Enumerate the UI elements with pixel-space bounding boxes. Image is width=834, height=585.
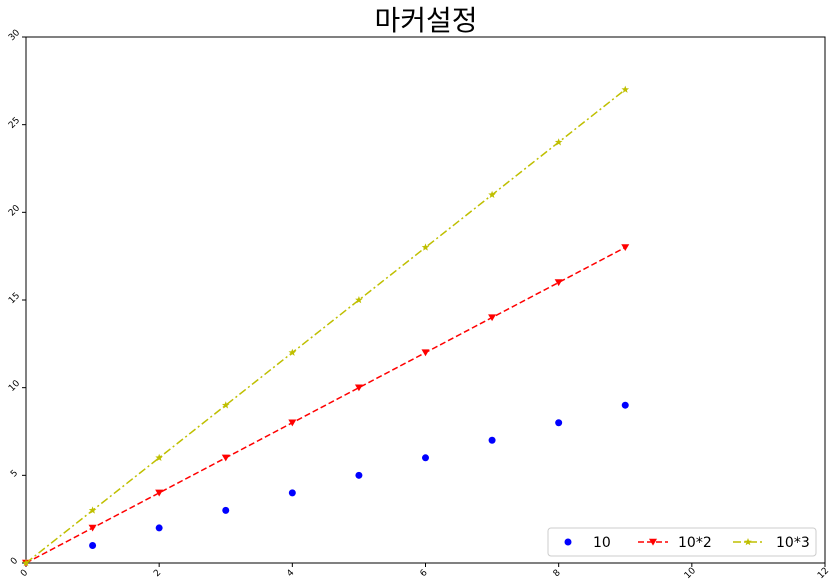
data-point	[554, 138, 563, 146]
x-tick-label: 6	[419, 568, 430, 579]
data-point	[288, 419, 297, 427]
legend-marker	[744, 538, 752, 546]
y-tick-label: 20	[7, 203, 22, 218]
legend-marker	[564, 538, 572, 546]
y-tick-label: 5	[9, 468, 20, 479]
x-tick-label: 10	[683, 566, 698, 581]
data-point	[222, 506, 230, 514]
data-point	[488, 436, 496, 444]
chart-title: 마커설정	[374, 4, 477, 37]
series-layer	[22, 85, 630, 567]
x-axis: 0 2 4 6 8 10 12	[19, 563, 831, 581]
data-point	[155, 489, 164, 497]
data-point	[355, 471, 363, 479]
x-tick-label: 2	[152, 568, 163, 579]
data-point	[488, 314, 497, 322]
data-point	[621, 401, 629, 409]
data-point	[155, 524, 163, 532]
legend-label: 10*3	[776, 535, 810, 551]
data-point	[155, 453, 163, 462]
data-point	[422, 454, 429, 462]
data-point	[221, 401, 230, 409]
data-point	[221, 454, 230, 462]
y-axis: 0 5 10 15 20 25 30	[7, 28, 26, 567]
legend-item: 10*2	[638, 535, 712, 551]
data-point	[89, 541, 97, 549]
legend: 10 10*2 10*3	[547, 527, 817, 557]
y-tick-label: 0	[9, 556, 20, 567]
y-tick-label: 15	[7, 291, 22, 306]
data-point	[88, 524, 97, 532]
y-tick-label: 30	[7, 28, 22, 43]
x-tick-label: 0	[19, 568, 30, 579]
data-point	[88, 506, 97, 514]
x-tick-label: 8	[552, 568, 563, 579]
legend-box	[547, 527, 817, 557]
legend-label: 10*2	[678, 535, 712, 551]
data-point	[621, 85, 630, 93]
data-point	[354, 384, 363, 392]
series-0	[89, 401, 629, 549]
series-2	[22, 85, 630, 567]
legend-item: 10	[564, 535, 611, 551]
x-tick-label: 12	[816, 566, 831, 581]
x-tick-label: 4	[285, 568, 296, 579]
series-line	[25, 89, 626, 564]
legend-marker	[649, 538, 657, 546]
y-tick-label: 25	[7, 116, 22, 131]
data-point	[555, 419, 563, 427]
data-point	[288, 489, 296, 497]
legend-item: 10*3	[733, 535, 810, 551]
data-point	[621, 244, 630, 251]
legend-label: 10	[593, 535, 611, 551]
series-line	[25, 246, 626, 564]
data-point	[488, 190, 496, 199]
data-point	[554, 279, 563, 287]
data-point	[421, 349, 430, 357]
plot-area	[25, 36, 826, 564]
data-point	[22, 559, 30, 567]
y-tick-label: 10	[7, 378, 22, 393]
data-point	[355, 296, 363, 304]
data-point	[421, 243, 430, 251]
data-point	[288, 348, 297, 356]
